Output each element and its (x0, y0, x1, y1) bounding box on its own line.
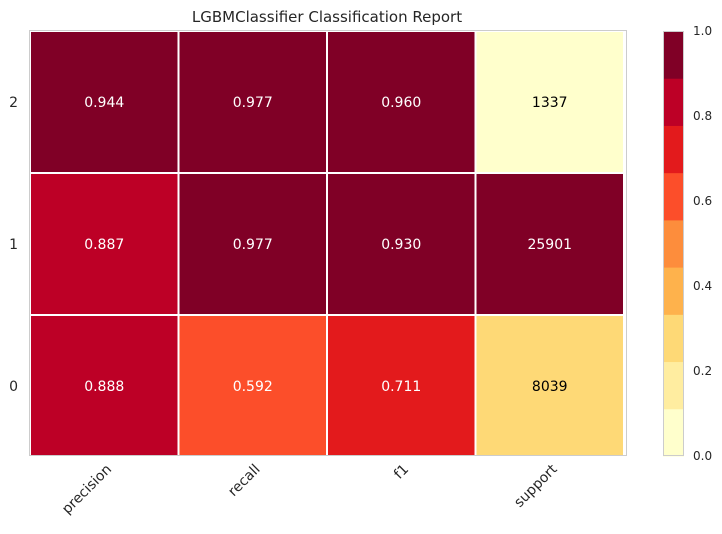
colorbar-frame (663, 31, 684, 456)
colorbar-tick-label-0.4: 0.4 (693, 279, 712, 293)
cell-value-0-recall: 0.592 (233, 379, 273, 395)
y-tick-label-0: 0 (9, 379, 18, 395)
cell-value-2-precision: 0.944 (84, 95, 124, 111)
colorbar-tick-label-0.2: 0.2 (693, 364, 712, 378)
heatmap-cell-1-precision (29, 172, 180, 316)
heatmap-cell-0-recall (177, 314, 328, 458)
cell-value-0-support: 8039 (532, 379, 568, 395)
plot-frame (29, 30, 627, 456)
cell-value-2-f1: 0.960 (381, 95, 421, 111)
heatmap-cell-2-precision (29, 30, 180, 174)
x-tick-label-recall: recall (225, 462, 263, 500)
colorbar-tick-label-0.8: 0.8 (693, 109, 712, 123)
chart-title: LGBMClassifier Classification Report (192, 8, 462, 26)
colorbar-tick-label-0.0: 0.0 (693, 449, 712, 463)
x-tick-label-support: support (511, 461, 561, 511)
colorbar-segment-2 (663, 314, 684, 363)
x-tick-label-f1: f1 (391, 462, 412, 483)
cell-value-1-recall: 0.977 (233, 237, 273, 253)
heatmap-cell-1-recall (177, 172, 328, 316)
heatmap-cell-2-support (474, 30, 625, 174)
colorbar-segment-4 (663, 219, 684, 268)
cell-value-0-precision: 0.888 (84, 379, 124, 395)
colorbar-tick-label-1.0: 1.0 (693, 24, 712, 38)
colorbar-segment-5 (663, 172, 684, 221)
cell-value-1-f1: 0.930 (381, 237, 421, 253)
heatmap-cell-2-recall (177, 30, 328, 174)
y-tick-labels: 2 1 0 (9, 95, 18, 395)
heatmap-cell-0-support (474, 314, 625, 458)
cell-value-0-f1: 0.711 (381, 379, 421, 395)
x-tick-labels: precision recall f1 support (59, 461, 561, 517)
y-tick-label-1: 1 (9, 237, 18, 253)
colorbar-segment-6 (663, 125, 684, 174)
cell-value-1-support: 25901 (527, 237, 572, 253)
cell-value-1-precision: 0.887 (84, 237, 124, 253)
colorbar-tick-label-0.6: 0.6 (693, 194, 712, 208)
cell-value-2-recall: 0.977 (233, 95, 273, 111)
colorbar-segment-1 (663, 361, 684, 410)
colorbar-segment-8 (663, 31, 684, 79)
heatmap-cells: 0.944 0.977 0.960 1337 0.887 0.977 0.930 25901 0… (29, 30, 625, 458)
x-tick-label-precision: precision (59, 462, 115, 518)
colorbar-segment-3 (663, 267, 684, 315)
cell-value-2-support: 1337 (532, 95, 568, 111)
colorbar-segment-7 (663, 78, 684, 126)
heatmap-cell-1-support (474, 172, 625, 316)
y-tick-label-2: 2 (9, 95, 18, 111)
colorbar-segment-0 (663, 408, 684, 457)
colorbar: 0.0 0.2 0.4 0.6 0.8 1.0 (663, 24, 712, 463)
